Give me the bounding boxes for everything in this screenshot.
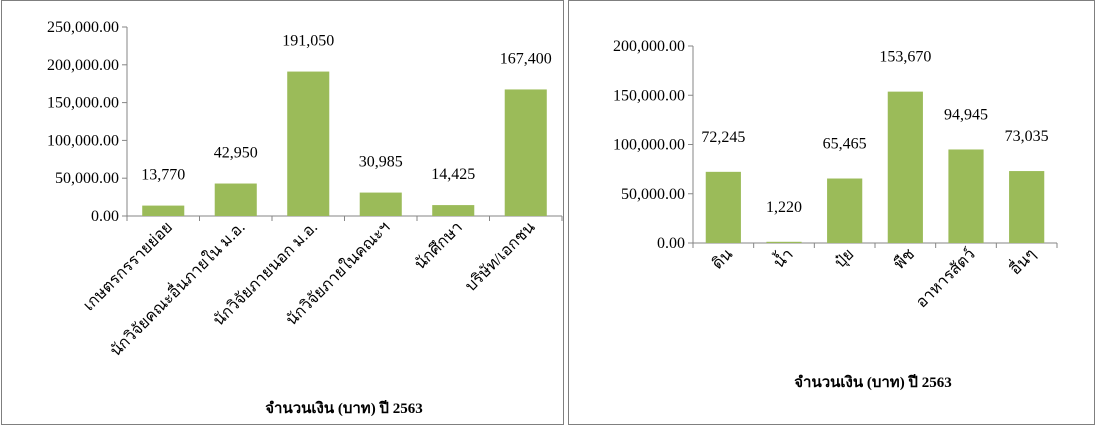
- data-label: 191,050: [282, 33, 334, 50]
- y-tick-label: 0.00: [91, 208, 119, 225]
- y-tick-label: 250,000.00: [47, 19, 119, 36]
- bar: [827, 178, 863, 243]
- bar: [287, 71, 330, 217]
- y-tick-label: 0.00: [657, 235, 685, 252]
- chart-panel-left: 0.00 50,000.00 100,000.00 150,000.00 200,000…: [1, 0, 564, 425]
- category-label: นักศึกษา: [412, 219, 466, 273]
- category-label: อื่นๆ: [1004, 243, 1039, 278]
- category-label: ปุ๋ย: [831, 245, 858, 272]
- y-tick-label: 50,000.00: [621, 186, 685, 203]
- y-tick-label: 200,000.00: [613, 38, 685, 55]
- y-tick-label: 100,000.00: [47, 132, 119, 149]
- y-tick-label: 100,000.00: [613, 137, 685, 154]
- data-label: 153,670: [879, 49, 931, 66]
- y-tick-label: 150,000.00: [613, 87, 685, 104]
- chart-left: 0.00 50,000.00 100,000.00 150,000.00 200,000…: [47, 19, 563, 417]
- data-label: 13,770: [141, 167, 185, 184]
- bar: [887, 91, 923, 244]
- y-tick-label: 50,000.00: [55, 170, 119, 187]
- chart-panel-right: 0.00 50,000.00 100,000.00 150,000.00 200,000…: [568, 0, 1095, 425]
- data-label: 94,945: [944, 106, 988, 123]
- x-axis-title: จำนวนเงิน (บาท) ปี 2563: [265, 399, 422, 417]
- bar: [504, 89, 547, 216]
- category-label: อาหารสัตว์: [912, 244, 979, 311]
- bar: [948, 149, 984, 243]
- bar: [359, 192, 402, 216]
- y-tick-label: 150,000.00: [47, 95, 119, 112]
- data-label: 72,245: [701, 129, 745, 146]
- category-label: พืช: [890, 245, 918, 273]
- data-label: 65,465: [823, 136, 867, 153]
- y-tick-label: 200,000.00: [47, 57, 119, 74]
- bar: [142, 205, 185, 216]
- data-label: 167,400: [500, 50, 552, 67]
- bar: [1009, 171, 1045, 243]
- bar: [705, 171, 741, 243]
- bar: [432, 205, 475, 216]
- data-label: 1,220: [766, 199, 802, 216]
- data-label: 73,035: [1005, 128, 1049, 145]
- data-label: 42,950: [214, 145, 258, 162]
- category-label: บริษัท/เอกชน: [462, 219, 538, 295]
- x-axis-title: จำนวนเงิน (บาท) ปี 2563: [794, 373, 951, 391]
- bar: [214, 183, 257, 216]
- data-label: 30,985: [359, 154, 403, 171]
- data-label: 14,425: [431, 166, 475, 183]
- chart-right: 0.00 50,000.00 100,000.00 150,000.00 200,000…: [613, 38, 1058, 391]
- category-label: ดิน: [709, 246, 736, 273]
- bar: [766, 241, 802, 243]
- category-label: น้ำ: [768, 243, 797, 272]
- category-label: นักวิจัยคณะอื่นภายใน ม.อ.: [104, 216, 248, 360]
